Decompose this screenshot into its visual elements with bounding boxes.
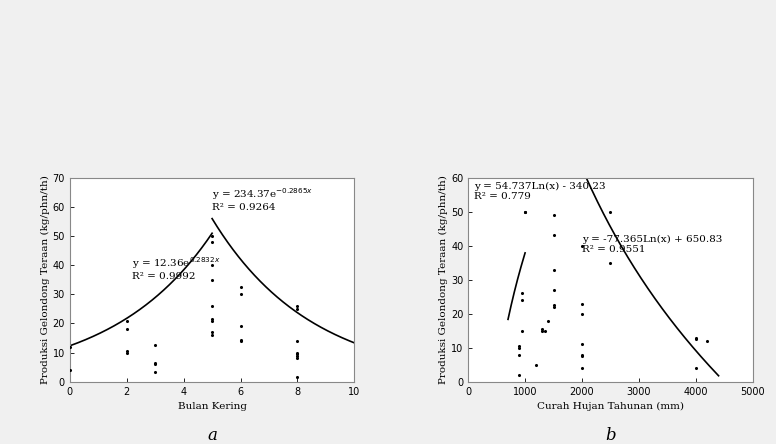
Point (234, 291, 247, 298)
Point (206, 262, 218, 269)
Point (120, 349, 133, 356)
Point (576, 365, 588, 372)
Point (206, 302, 218, 309)
Point (206, 238, 218, 246)
Text: y = -77.365Ln(x) + 650.83
R² = 0.9551: y = -77.365Ln(x) + 650.83 R² = 0.9551 (582, 235, 722, 254)
Point (516, 327, 528, 334)
Point (516, 297, 528, 304)
Point (547, 286, 559, 293)
Point (690, 334, 702, 341)
Point (536, 325, 549, 333)
Point (605, 259, 617, 266)
Point (539, 327, 551, 334)
Point (234, 337, 247, 345)
Point (516, 290, 528, 297)
Point (519, 208, 532, 215)
Point (206, 276, 218, 283)
Point (690, 365, 702, 372)
Point (291, 355, 303, 362)
Point (120, 348, 133, 355)
Point (291, 302, 303, 309)
Point (547, 211, 559, 218)
Point (547, 266, 559, 273)
Text: y = 12.36e$^{0.2832x}$
R² = 0.9992: y = 12.36e$^{0.2832x}$ R² = 0.9992 (133, 255, 221, 281)
Point (576, 341, 588, 348)
Point (542, 317, 554, 324)
Point (519, 208, 532, 215)
Text: y = 234.37e$^{-0.2865x}$
R² = 0.9264: y = 234.37e$^{-0.2865x}$ R² = 0.9264 (212, 186, 314, 212)
X-axis label: Bulan Kering: Bulan Kering (178, 402, 247, 411)
Point (234, 323, 247, 330)
Point (513, 372, 525, 379)
Point (291, 351, 303, 358)
Point (149, 368, 161, 375)
Point (576, 300, 588, 307)
Point (605, 208, 617, 215)
Point (234, 336, 247, 343)
Point (291, 337, 303, 345)
Text: b: b (605, 427, 616, 444)
Point (547, 303, 559, 310)
Text: y = 54.737Ln(x) - 340.23
R² = 0.779: y = 54.737Ln(x) - 340.23 R² = 0.779 (474, 182, 605, 201)
Point (291, 305, 303, 313)
Point (530, 361, 542, 369)
Point (120, 326, 133, 333)
Point (576, 351, 588, 358)
Point (206, 316, 218, 323)
Point (513, 351, 525, 358)
Point (690, 336, 702, 343)
Point (149, 342, 161, 349)
Point (149, 359, 161, 366)
Point (234, 283, 247, 290)
Point (64, 343, 76, 350)
Point (701, 337, 713, 345)
Point (149, 361, 161, 368)
Point (513, 343, 525, 350)
Point (206, 332, 218, 339)
Point (576, 242, 588, 249)
Point (291, 349, 303, 356)
Point (536, 327, 549, 334)
Point (576, 310, 588, 317)
Point (120, 317, 133, 324)
Point (64, 367, 76, 374)
Point (206, 232, 218, 239)
Point (547, 302, 559, 309)
Point (206, 329, 218, 336)
Point (513, 344, 525, 351)
Y-axis label: Produksi Gelondong Teraan (kg/phn/th): Produksi Gelondong Teraan (kg/phn/th) (439, 175, 449, 384)
Point (291, 352, 303, 359)
Point (547, 232, 559, 239)
X-axis label: Curah Hujan Tahunan (mm): Curah Hujan Tahunan (mm) (537, 402, 684, 412)
Point (206, 317, 218, 324)
Point (576, 353, 588, 360)
Y-axis label: Produksi Gelondong Teraan (kg/phn/th): Produksi Gelondong Teraan (kg/phn/th) (40, 175, 50, 384)
Text: a: a (207, 427, 217, 444)
Point (291, 374, 303, 381)
